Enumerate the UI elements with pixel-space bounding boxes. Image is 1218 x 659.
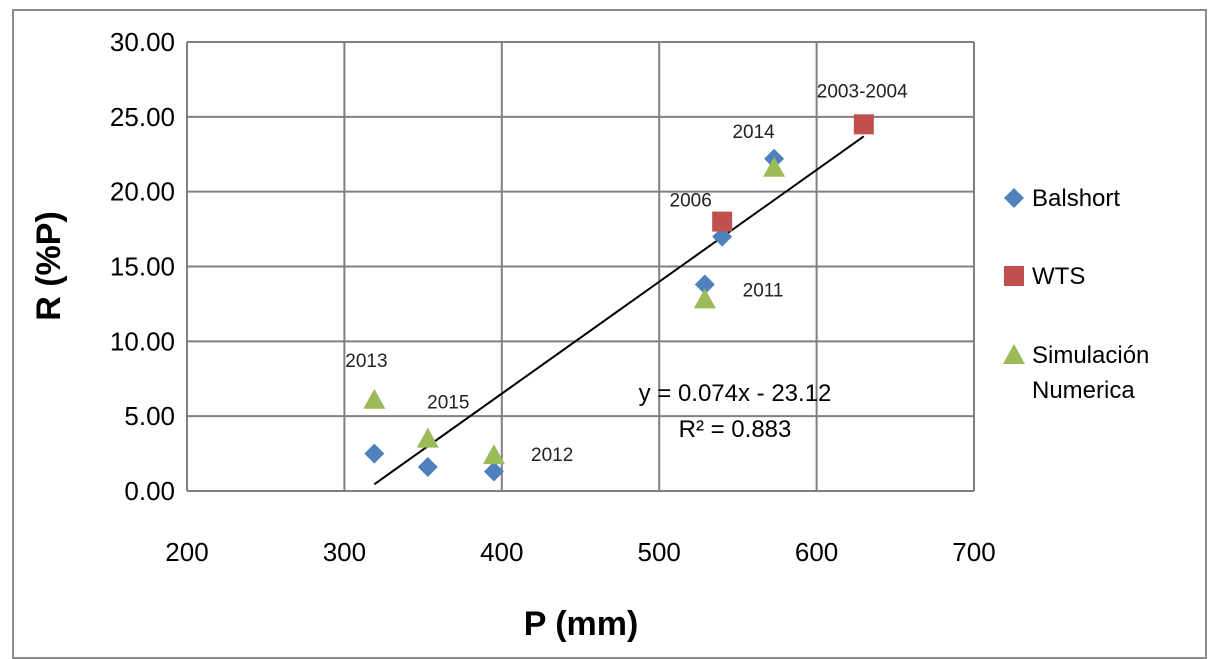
point-annotation: 2013 xyxy=(345,351,387,372)
y-tick-label: 30.00 xyxy=(110,27,175,57)
trendline xyxy=(373,135,865,486)
legend-label: Numerica xyxy=(1032,377,1135,404)
wts-point xyxy=(853,114,874,135)
legend-marker xyxy=(1003,344,1025,364)
point-annotation: 2006 xyxy=(670,191,712,212)
y-tick-labels: 0.00 5.00 10.00 15.00 20.00 25.00 30.00 xyxy=(110,27,175,506)
legend-marker xyxy=(1004,266,1024,286)
balshort-point xyxy=(694,274,715,295)
y-axis-title: R (%P) xyxy=(30,211,68,321)
data-points xyxy=(363,114,874,482)
x-axis-title: P (mm) xyxy=(524,605,639,643)
legend-marker xyxy=(1004,188,1024,208)
gridlines xyxy=(186,41,975,492)
x-tick-labels: 200 300 400 500 600 700 xyxy=(165,537,995,567)
point-annotation: 2012 xyxy=(531,445,573,466)
x-tick-label: 200 xyxy=(165,537,208,567)
y-tick-label: 15.00 xyxy=(110,252,175,282)
point-annotation: 2011 xyxy=(743,280,784,301)
y-tick-label: 20.00 xyxy=(110,177,175,207)
point-annotation: 2003-2004 xyxy=(817,81,908,102)
simulaci-n-numerica-point xyxy=(693,288,716,309)
y-tick-label: 25.00 xyxy=(110,102,175,132)
balshort-point xyxy=(364,443,385,464)
legend-label: Simulación xyxy=(1032,342,1149,369)
simulaci-n-numerica-point xyxy=(763,156,786,177)
legend: Balshort WTS Simulación Numerica xyxy=(1003,185,1149,404)
simulaci-n-numerica-point xyxy=(363,388,386,409)
point-annotations: 2013 2015 2012 2006 2011 2014 2003-2004 xyxy=(345,81,908,466)
trendline-r-squared: R² = 0.883 xyxy=(679,416,792,443)
x-tick-label: 700 xyxy=(952,537,995,567)
wts-point xyxy=(712,211,733,232)
x-tick-label: 600 xyxy=(795,537,838,567)
point-annotation: 2014 xyxy=(732,122,775,143)
balshort-point xyxy=(417,457,438,478)
y-tick-label: 0.00 xyxy=(124,476,175,506)
y-tick-label: 10.00 xyxy=(110,326,175,356)
point-annotation: 2015 xyxy=(427,393,469,414)
simulaci-n-numerica-point xyxy=(416,427,439,448)
trendline-equation: y = 0.074x - 23.12 xyxy=(639,380,832,407)
y-tick-label: 5.00 xyxy=(124,401,175,431)
simulaci-n-numerica-point xyxy=(482,444,505,465)
x-tick-label: 500 xyxy=(638,537,681,567)
legend-label: Balshort xyxy=(1032,185,1120,212)
x-tick-label: 300 xyxy=(323,537,366,567)
legend-label: WTS xyxy=(1032,263,1085,290)
balshort-point xyxy=(483,461,504,482)
x-tick-label: 400 xyxy=(480,537,523,567)
